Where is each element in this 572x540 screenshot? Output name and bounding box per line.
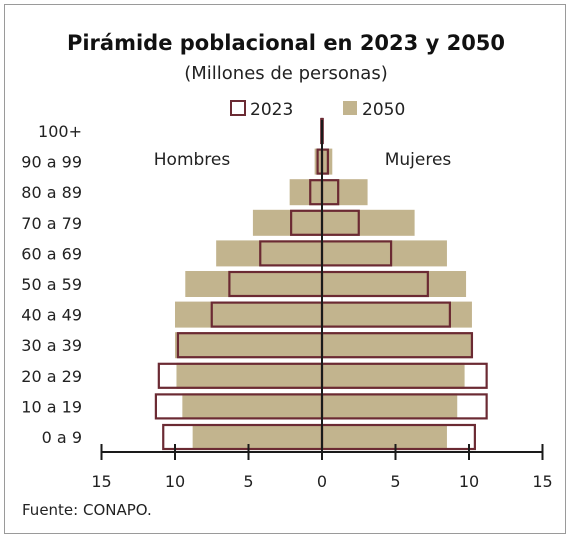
legend-label-2023: 2023: [250, 100, 293, 120]
side-label-hombres: Hombres: [154, 150, 231, 170]
age-label-80-a-89: 80 a 89: [21, 183, 82, 202]
age-label-0-a-9: 0 a 9: [42, 428, 82, 447]
age-label-100plus: 100+: [38, 122, 82, 141]
bar-2050-mujeres-30-a-39: [322, 332, 472, 359]
chart-title: Pirámide poblacional en 2023 y 2050: [67, 31, 505, 55]
bar-2050-hombres-50-a-59: [185, 271, 322, 297]
x-tick-label-1: 10: [165, 472, 185, 491]
bar-2050-hombres-10-a-19: [182, 393, 322, 420]
bar-2050-hombres-60-a-69: [216, 240, 322, 267]
legend: 2023 2050: [230, 100, 405, 120]
x-tick-label-6: 15: [532, 472, 552, 491]
bar-2050-mujeres-50-a-59: [322, 271, 467, 297]
legend-swatch-2023: [230, 100, 246, 116]
age-label-30-a-39: 30 a 39: [21, 336, 82, 355]
bar-2050-mujeres-0-a-9: [322, 424, 447, 450]
legend-swatch-2050: [343, 101, 357, 115]
age-label-40-a-49: 40 a 49: [21, 306, 82, 325]
bar-2050-hombres-0-a-9: [192, 424, 322, 450]
age-label-90-a-99: 90 a 99: [21, 153, 82, 172]
bar-2050-hombres-70-a-79: [252, 209, 322, 236]
x-tick-label-2: 5: [243, 472, 253, 491]
age-label-60-a-69: 60 a 69: [21, 244, 82, 263]
bar-2050-hombres-40-a-49: [175, 301, 322, 328]
bar-2050-mujeres-80-a-89: [322, 179, 368, 206]
bar-2050-hombres-20-a-29: [176, 362, 322, 389]
age-label-10-a-19: 10 a 19: [21, 397, 82, 416]
chart-subtitle: (Millones de personas): [184, 63, 388, 84]
bar-2050-mujeres-70-a-79: [322, 209, 415, 236]
legend-label-2050: 2050: [362, 100, 405, 120]
source-note: Fuente: CONAPO.: [22, 501, 152, 519]
age-label-20-a-29: 20 a 29: [21, 367, 82, 386]
age-label-70-a-79: 70 a 79: [21, 214, 82, 233]
x-tick-label-5: 10: [459, 472, 479, 491]
bar-2050-mujeres-20-a-29: [322, 362, 465, 389]
x-tick-label-0: 15: [91, 472, 111, 491]
x-tick-label-4: 5: [390, 472, 400, 491]
age-label-50-a-59: 50 a 59: [21, 275, 82, 294]
x-tick-labels: 15 10 5 0 5 10 15: [91, 472, 552, 491]
axes: [100, 120, 544, 460]
bar-2050-mujeres-60-a-69: [322, 240, 447, 267]
bar-2050-mujeres-10-a-19: [322, 393, 458, 420]
age-labels: 0 a 9 10 a 19 20 a 29 30 a 39 40 a 49 50 a 59…: [21, 122, 82, 447]
x-tick-label-3: 0: [317, 472, 327, 491]
side-label-mujeres: Mujeres: [385, 150, 452, 170]
bar-2050-hombres-80-a-89: [289, 179, 322, 206]
bar-2050-hombres-30-a-39: [175, 332, 322, 359]
bar-2050-mujeres-40-a-49: [322, 301, 472, 328]
series-2050-bars: [175, 118, 472, 450]
